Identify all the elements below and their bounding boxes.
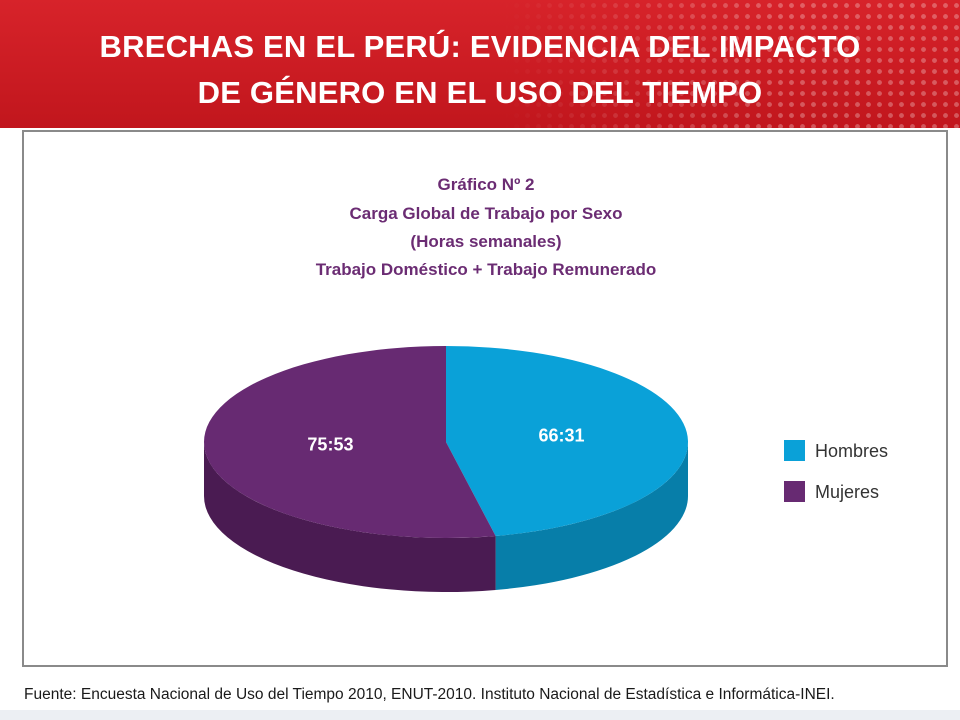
pie-slice-hombres — [446, 346, 689, 536]
data-label-hombres: 66:31 — [539, 425, 585, 445]
pie-side-hombres — [495, 442, 688, 590]
left-margin — [0, 128, 6, 708]
pie-side-mujeres — [204, 442, 496, 592]
chart-subtitle-line-3: Trabajo Doméstico + Trabajo Remunerado — [316, 260, 657, 279]
legend-label-hombres: Hombres — [815, 441, 888, 461]
chart-subtitle-line-2: (Horas semanales) — [410, 232, 561, 251]
title-banner: BRECHAS EN EL PERÚ: EVIDENCIA DEL IMPACT… — [0, 0, 960, 128]
legend-swatch-hombres — [784, 440, 805, 461]
pie-chart: Gráfico Nº 2 Carga Global de Trabajo por… — [204, 175, 888, 592]
chart-frame: Gráfico Nº 2 Carga Global de Trabajo por… — [22, 130, 948, 667]
legend-swatch-mujeres — [784, 481, 805, 502]
data-label-mujeres: 75:53 — [307, 435, 353, 455]
slide-title-line-2: DE GÉNERO EN EL USO DEL TIEMPO — [197, 75, 763, 110]
chart-subtitle-line-1: Carga Global de Trabajo por Sexo — [349, 204, 622, 223]
chart-title: Gráfico Nº 2 — [438, 175, 535, 194]
chart-legend: Hombres Mujeres — [784, 440, 888, 502]
banner-dot-pattern — [500, 0, 960, 128]
legend-label-mujeres: Mujeres — [815, 482, 879, 502]
source-note: Fuente: Encuesta Nacional de Uso del Tie… — [24, 686, 835, 703]
pie-slice-mujeres — [204, 346, 496, 538]
slide-title: BRECHAS EN EL PERÚ: EVIDENCIA DEL IMPACT… — [0, 24, 960, 116]
footer-bar — [0, 710, 960, 720]
slide-title-line-1: BRECHAS EN EL PERÚ: EVIDENCIA DEL IMPACT… — [99, 29, 861, 64]
